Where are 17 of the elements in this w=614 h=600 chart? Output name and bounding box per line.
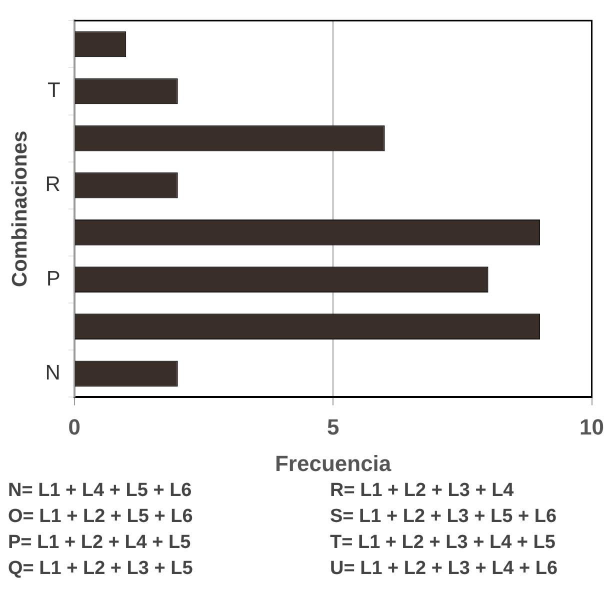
- y-tick-label: R: [45, 173, 60, 196]
- x-axis-title: Frecuencia: [274, 450, 392, 476]
- x-tick-label: 5: [326, 414, 340, 440]
- y-axis-title: Combinaciones: [8, 130, 32, 288]
- text: U= L1 + L2 + L3 + L4 + L6: [330, 558, 559, 581]
- y-tick-label: N: [45, 361, 60, 384]
- text: N= L1 + L4 + L5 + L6: [8, 480, 193, 503]
- text: R= L1 + L2 + L3 + L4: [330, 480, 515, 503]
- x-tick-label: 10: [580, 414, 604, 440]
- text: P= L1 + L2 + L4 + L5: [8, 532, 192, 555]
- x-tick-label: 0: [68, 414, 80, 440]
- y-tick-label: P: [46, 267, 60, 290]
- text: S= L1 + L2 + L3 + L5 + L6: [330, 506, 558, 529]
- text: Q= L1 + L2 + L3 + L5: [8, 558, 194, 581]
- text: O= L1 + L2 + L5 + L6: [8, 506, 194, 529]
- text: T= L1 + L2 + L3 + L4 + L5: [330, 532, 556, 555]
- y-tick-label: T: [48, 79, 61, 102]
